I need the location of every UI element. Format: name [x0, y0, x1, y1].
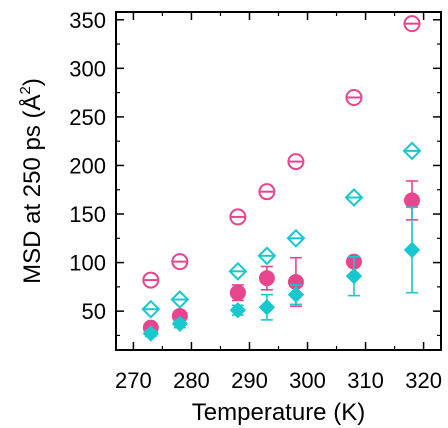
- filled-diamond-point: [229, 301, 247, 319]
- y-tick-label: 250: [69, 105, 106, 130]
- y-axis-title-close: ): [19, 78, 46, 86]
- y-axis-title: MSD at 250 ps (Å2): [17, 78, 46, 284]
- filled-diamond-point: [258, 299, 276, 316]
- plot-frame: [115, 11, 442, 351]
- y-tick-label: 200: [69, 153, 106, 178]
- y-axis-title-main: MSD at 250 ps (Å: [18, 94, 46, 283]
- filled-circle-point: [229, 284, 246, 301]
- filled-circle-point: [403, 192, 420, 209]
- x-axis-title: Temperature (K): [192, 399, 365, 426]
- plot-area: [141, 15, 422, 342]
- y-tick-label: 350: [69, 8, 106, 33]
- x-tick-label: 320: [405, 368, 442, 393]
- y-tick-label: 300: [69, 56, 106, 81]
- filled-diamond-point: [142, 325, 160, 342]
- filled-diamond-point: [403, 241, 421, 259]
- axes: 270 280 290 300 310 320 50 100 150 200 250 300 350: [69, 8, 442, 393]
- x-tick-label: 270: [115, 368, 152, 393]
- x-tick-label: 290: [231, 368, 268, 393]
- y-tick-label: 50: [82, 299, 106, 324]
- filled-circle-point: [258, 270, 275, 287]
- y-tick-label: 150: [69, 202, 106, 227]
- filled-diamond-point: [345, 267, 363, 285]
- x-tick-label: 310: [347, 368, 384, 393]
- x-tick-label: 280: [173, 368, 210, 393]
- x-tick-label: 300: [289, 368, 326, 393]
- filled-diamond-point: [287, 286, 305, 303]
- y-tick-label: 100: [69, 251, 106, 276]
- filled-diamond-point: [171, 315, 189, 332]
- y-axis-title-superscript: 2: [17, 86, 34, 94]
